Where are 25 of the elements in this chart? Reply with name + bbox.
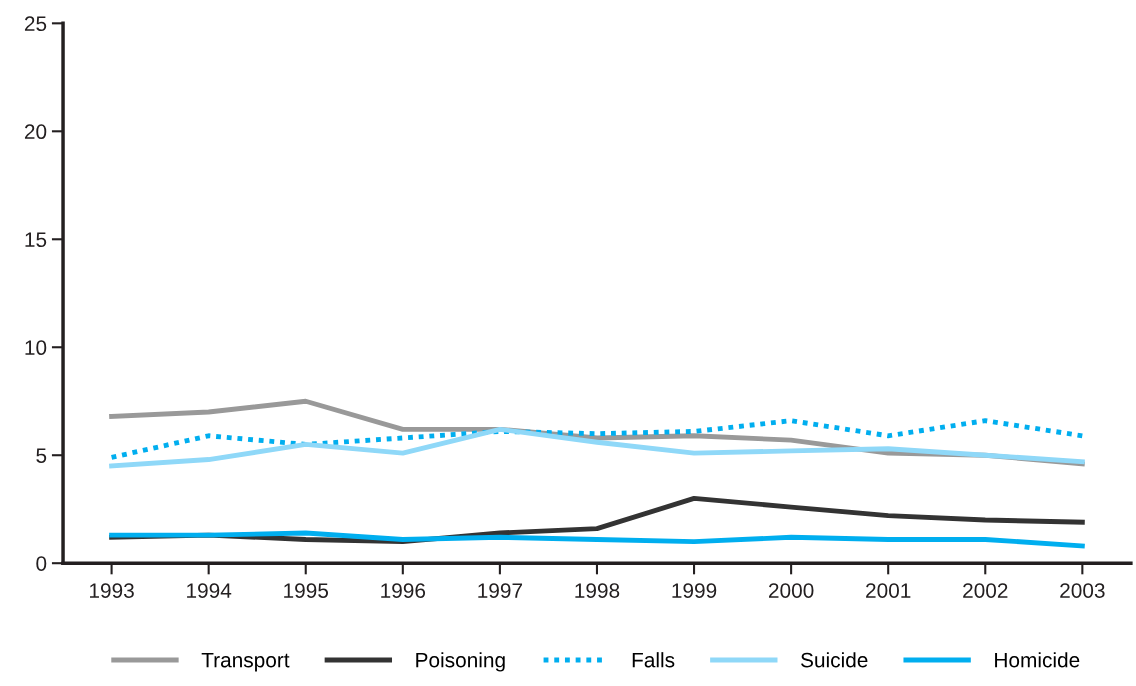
line-series <box>109 418 1085 460</box>
x-tick-label: 2001 <box>866 583 911 598</box>
y-tick-label: 15 <box>25 232 47 248</box>
legend-label: Suicide <box>801 652 868 668</box>
x-tick-label: 1997 <box>478 583 523 598</box>
x-tick-label: 2002 <box>963 583 1008 598</box>
legend-label: Homicide <box>995 652 1080 668</box>
legend-label: Poisoning <box>416 652 505 672</box>
x-tick-label: 1998 <box>575 583 620 598</box>
line-series <box>109 530 1085 549</box>
legend-label: Transport <box>201 652 290 672</box>
line-series <box>109 426 1085 469</box>
y-tick-label: 25 <box>24 16 47 32</box>
x-tick-label: 2003 <box>1060 583 1105 598</box>
x-tick-label: 1996 <box>381 583 426 598</box>
y-tick-label: 5 <box>36 448 47 463</box>
x-tick-label: 2000 <box>769 583 814 598</box>
x-tick-label: 1995 <box>284 583 329 598</box>
x-tick-label: 1999 <box>672 583 717 598</box>
x-tick-label: 1994 <box>187 583 232 598</box>
y-tick-label: 20 <box>24 124 47 140</box>
legend-label: Falls <box>632 652 675 668</box>
y-tick-label: 0 <box>36 556 47 571</box>
y-tick-label: 10 <box>25 340 47 356</box>
x-tick-label: 1993 <box>90 583 134 598</box>
